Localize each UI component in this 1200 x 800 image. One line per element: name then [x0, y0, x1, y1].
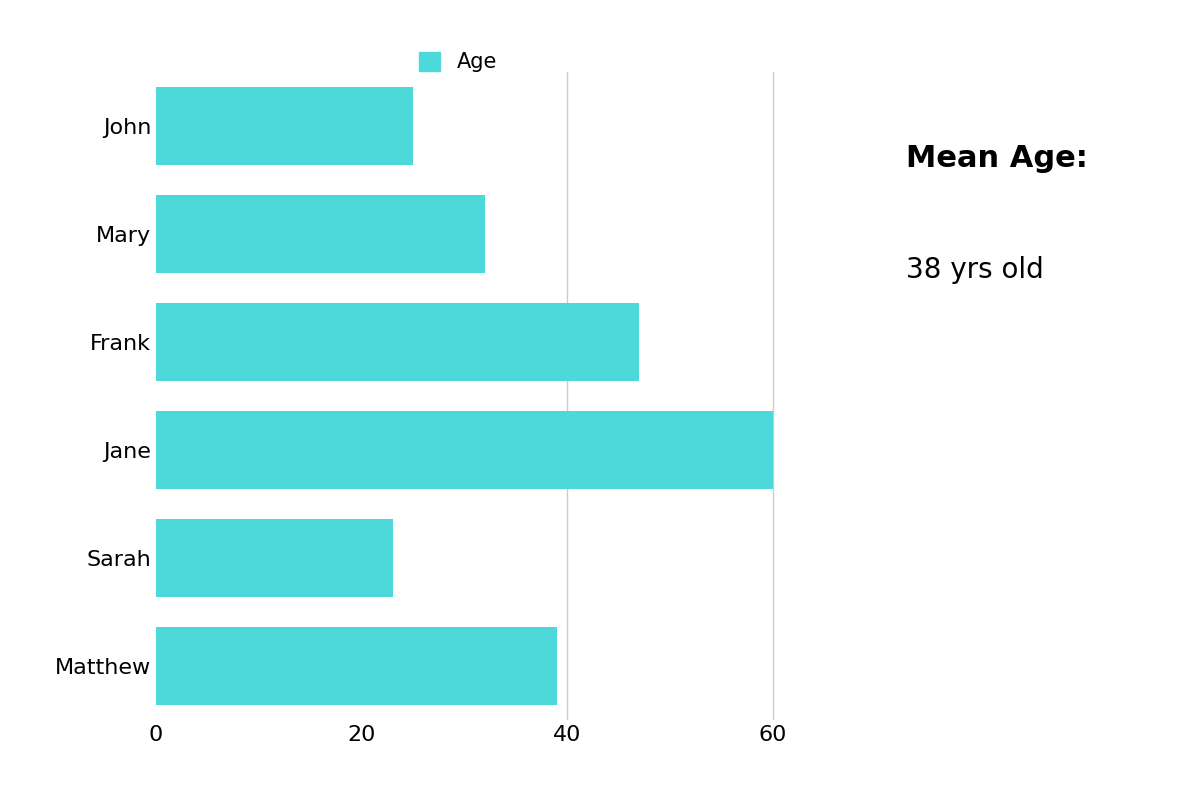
Bar	[156, 303, 640, 381]
Text: Mean Age:: Mean Age:	[906, 144, 1088, 173]
Text: 38 yrs old: 38 yrs old	[906, 256, 1044, 284]
Bar	[156, 627, 557, 705]
Bar	[156, 519, 392, 597]
Bar	[156, 411, 773, 489]
Legend: Age: Age	[412, 43, 505, 81]
Bar	[156, 87, 413, 165]
Bar	[156, 195, 485, 273]
